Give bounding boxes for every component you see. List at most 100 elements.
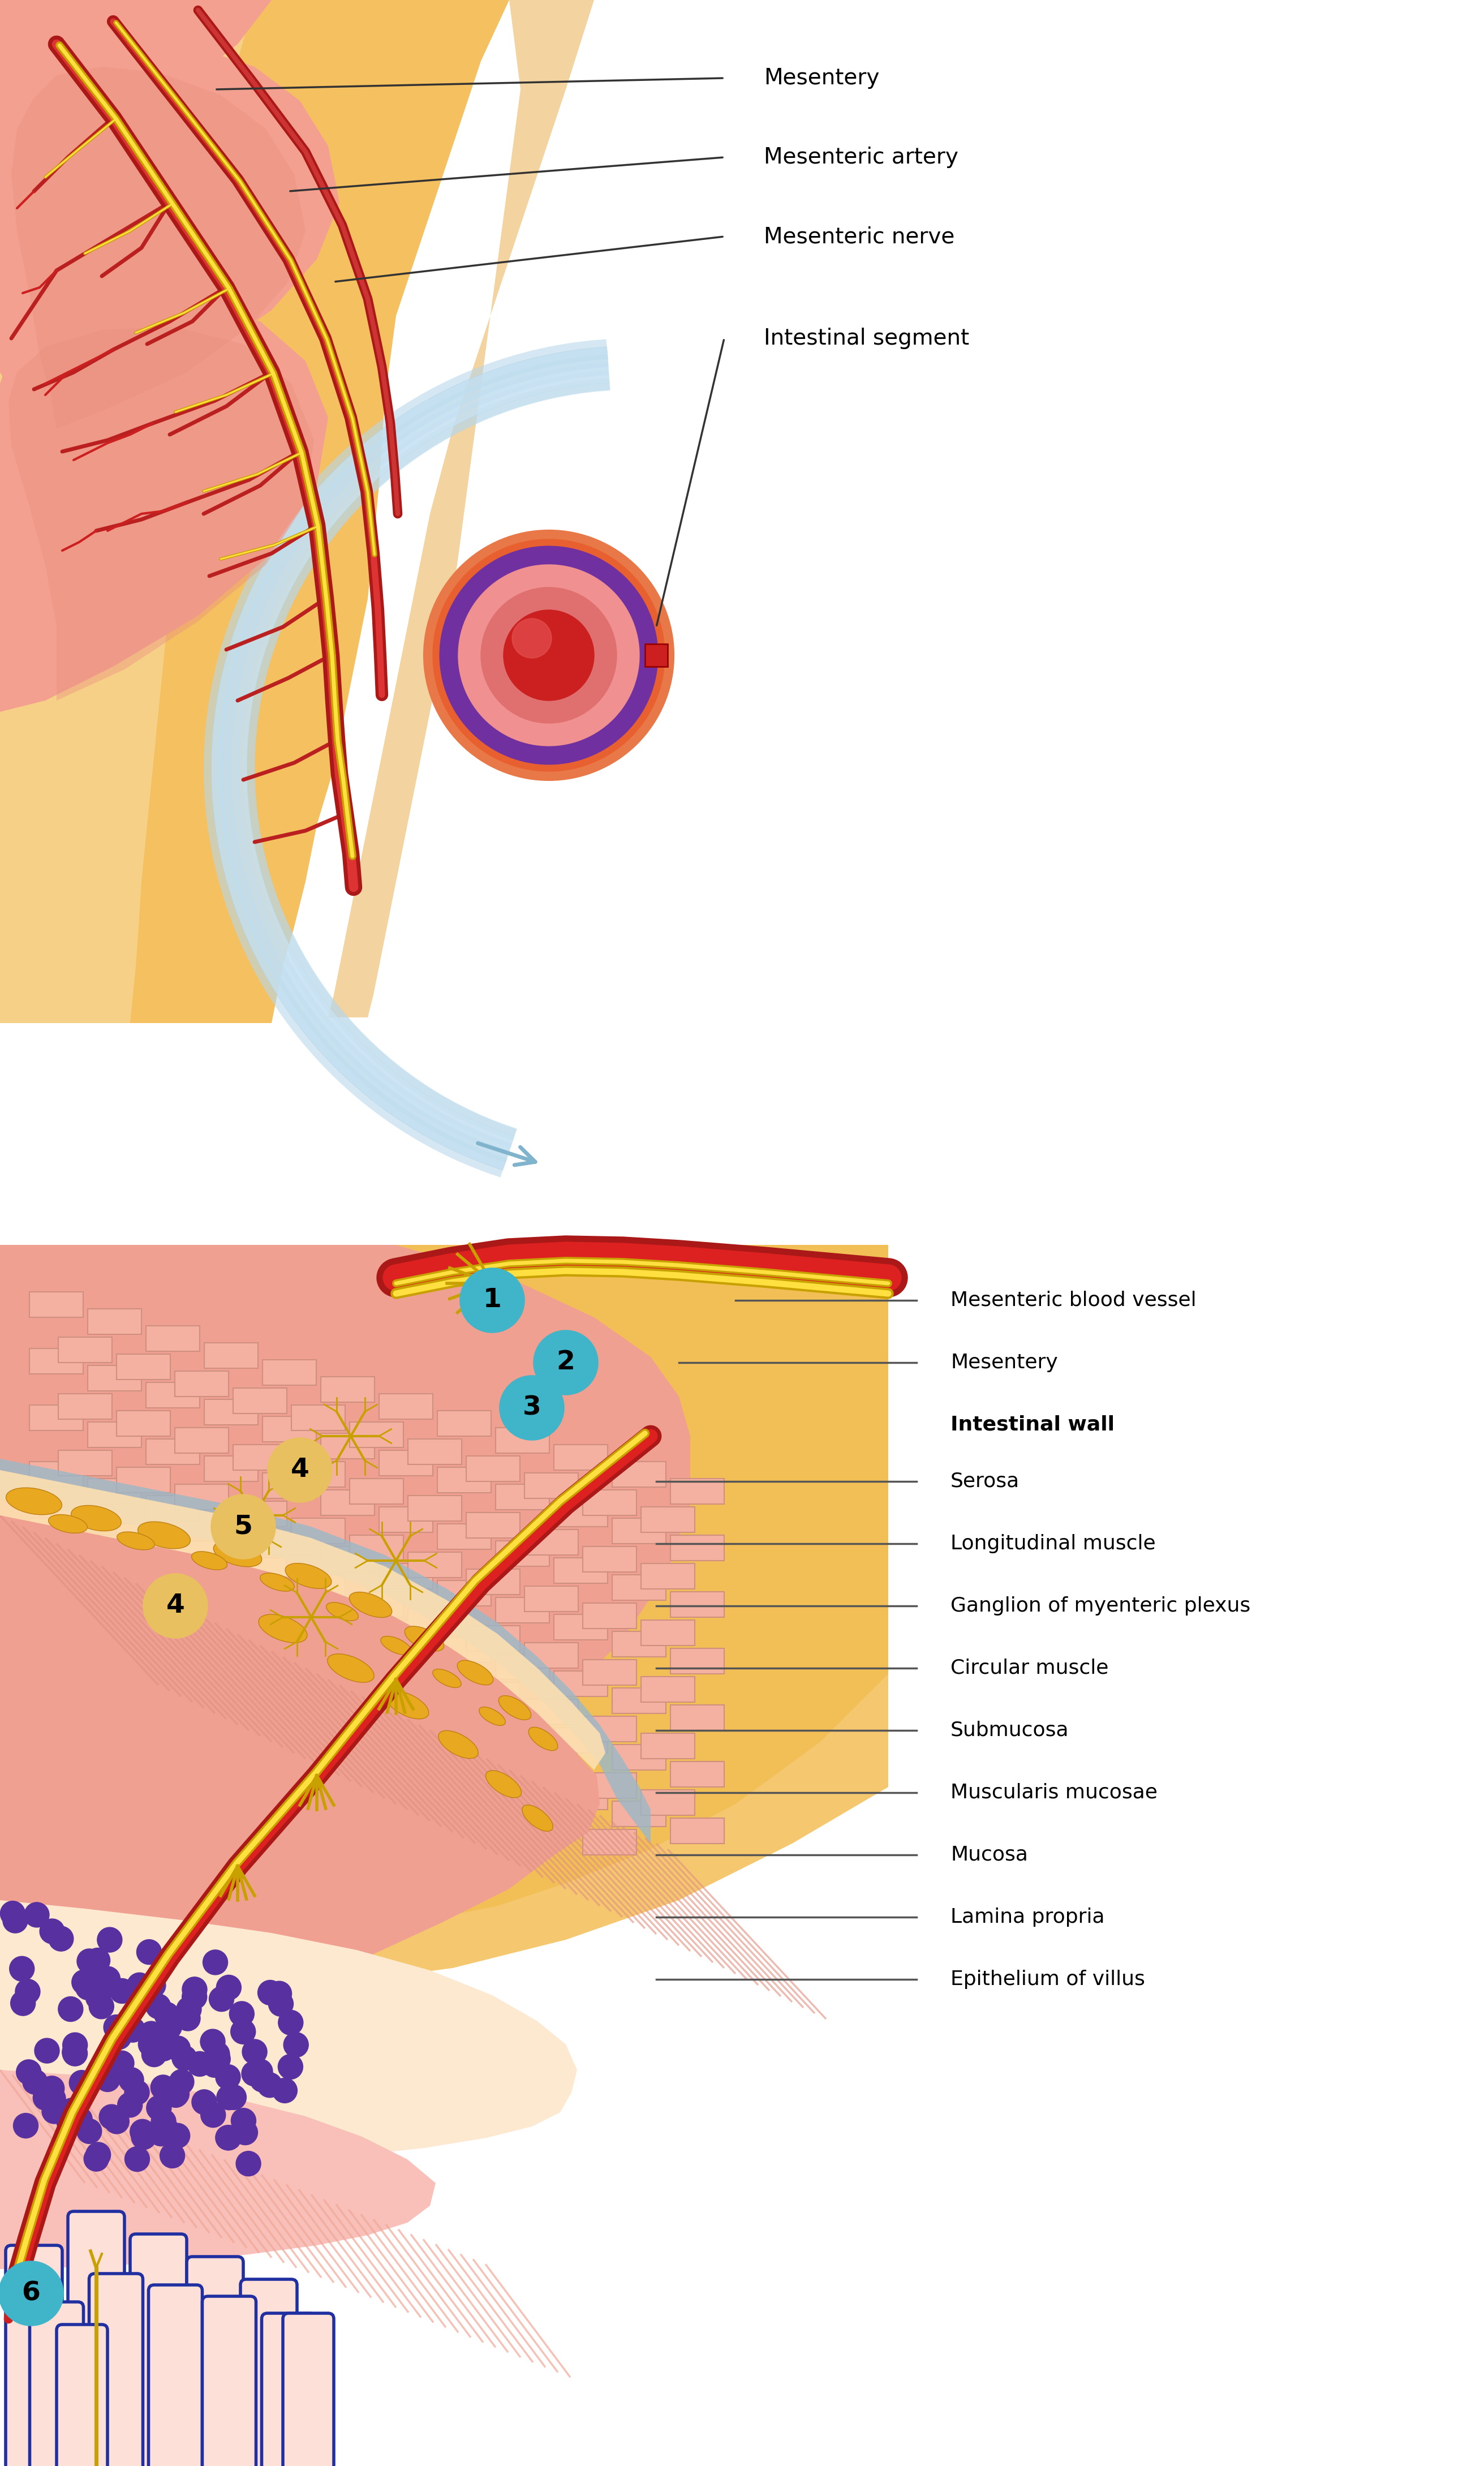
- Bar: [466, 1795, 519, 1820]
- Bar: [408, 1551, 462, 1578]
- Bar: [263, 1529, 316, 1556]
- Ellipse shape: [49, 1514, 88, 1534]
- Bar: [263, 1813, 316, 1837]
- Bar: [583, 1603, 637, 1628]
- Text: 6: 6: [22, 2281, 40, 2306]
- Circle shape: [205, 2047, 230, 2071]
- Ellipse shape: [138, 1522, 190, 1549]
- Bar: [438, 1808, 491, 1832]
- Circle shape: [56, 2108, 82, 2133]
- Bar: [378, 1620, 432, 1645]
- Circle shape: [200, 2030, 226, 2054]
- Circle shape: [107, 2025, 132, 2049]
- Circle shape: [3, 1909, 28, 1933]
- Circle shape: [212, 1494, 275, 1559]
- Circle shape: [99, 2103, 125, 2128]
- Circle shape: [16, 2059, 42, 2084]
- FancyBboxPatch shape: [240, 2279, 297, 2466]
- Bar: [583, 1830, 637, 1854]
- Circle shape: [85, 1960, 110, 1985]
- Circle shape: [15, 1980, 40, 2005]
- Bar: [58, 1790, 111, 1815]
- Bar: [321, 1660, 374, 1684]
- Bar: [30, 1743, 83, 1771]
- Bar: [203, 1682, 258, 1709]
- Ellipse shape: [386, 1692, 429, 1719]
- Bar: [350, 1704, 404, 1731]
- Bar: [233, 1388, 286, 1413]
- Bar: [408, 1440, 462, 1465]
- Ellipse shape: [457, 1660, 493, 1684]
- Circle shape: [67, 2106, 92, 2131]
- Polygon shape: [0, 2069, 436, 2269]
- Circle shape: [110, 1978, 135, 2002]
- Circle shape: [183, 1985, 206, 2010]
- Circle shape: [165, 2081, 190, 2106]
- FancyBboxPatch shape: [261, 2313, 316, 2466]
- Circle shape: [187, 2052, 212, 2076]
- Circle shape: [0, 1901, 25, 1926]
- FancyBboxPatch shape: [6, 2247, 62, 2466]
- Bar: [58, 1337, 111, 1364]
- Circle shape: [148, 2121, 174, 2145]
- Circle shape: [85, 2145, 108, 2170]
- Bar: [30, 1292, 83, 1317]
- Bar: [611, 1800, 666, 1827]
- Bar: [117, 1354, 171, 1378]
- Bar: [583, 1773, 637, 1798]
- FancyBboxPatch shape: [89, 2274, 142, 2466]
- Bar: [263, 1359, 316, 1386]
- Bar: [554, 1445, 607, 1470]
- Ellipse shape: [349, 1593, 392, 1618]
- Bar: [88, 1591, 141, 1618]
- Bar: [30, 1576, 83, 1600]
- Circle shape: [183, 1978, 208, 2002]
- Bar: [58, 1450, 111, 1475]
- Polygon shape: [0, 39, 340, 429]
- Bar: [145, 1778, 199, 1805]
- Circle shape: [215, 2126, 240, 2150]
- Bar: [263, 1756, 316, 1780]
- Bar: [203, 1625, 258, 1652]
- Circle shape: [77, 1948, 102, 1973]
- Bar: [466, 1568, 519, 1596]
- Bar: [496, 1711, 549, 1736]
- Bar: [30, 1462, 83, 1487]
- Bar: [466, 1739, 519, 1763]
- Bar: [233, 1783, 286, 1810]
- Bar: [145, 1494, 199, 1522]
- Text: Intestinal wall: Intestinal wall: [950, 1415, 1114, 1435]
- Bar: [203, 1512, 258, 1539]
- Circle shape: [500, 1376, 562, 1440]
- Text: Mucosa: Mucosa: [950, 1845, 1028, 1864]
- Bar: [554, 1672, 607, 1697]
- Bar: [321, 1603, 374, 1628]
- Bar: [321, 1376, 374, 1403]
- Bar: [88, 1536, 141, 1561]
- Bar: [321, 1546, 374, 1571]
- Text: Muscularis mucosae: Muscularis mucosae: [950, 1783, 1158, 1803]
- Circle shape: [242, 2039, 267, 2064]
- Bar: [175, 1428, 229, 1452]
- Bar: [671, 1761, 724, 1788]
- Bar: [30, 1406, 83, 1430]
- Bar: [350, 1817, 404, 1845]
- Circle shape: [0, 2261, 62, 2325]
- Circle shape: [172, 2044, 197, 2071]
- Circle shape: [138, 2032, 163, 2057]
- Circle shape: [104, 2015, 129, 2039]
- Polygon shape: [12, 67, 306, 429]
- Bar: [408, 1778, 462, 1805]
- Ellipse shape: [485, 1771, 521, 1798]
- Circle shape: [267, 1980, 292, 2005]
- Circle shape: [104, 2108, 129, 2133]
- Text: Mesenteric nerve: Mesenteric nerve: [764, 227, 954, 247]
- Circle shape: [128, 1973, 151, 1997]
- Circle shape: [441, 547, 656, 762]
- Text: Mesenteric blood vessel: Mesenteric blood vessel: [950, 1290, 1196, 1309]
- Ellipse shape: [479, 1706, 506, 1726]
- Circle shape: [230, 2020, 255, 2044]
- Bar: [438, 1467, 491, 1492]
- Polygon shape: [396, 1245, 889, 1921]
- Circle shape: [165, 2037, 190, 2062]
